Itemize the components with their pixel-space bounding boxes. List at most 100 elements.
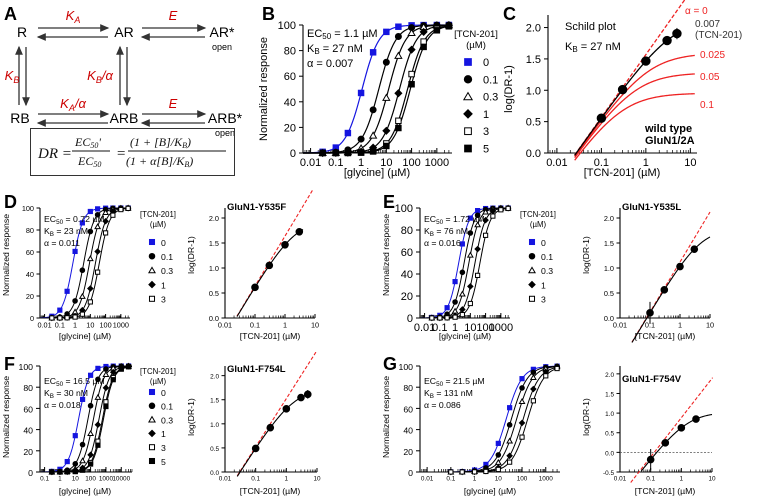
svg-text:100: 100 bbox=[22, 204, 34, 213]
svg-text:log(DR-1): log(DR-1) bbox=[581, 236, 591, 274]
svg-text:E: E bbox=[169, 96, 178, 111]
svg-text:0: 0 bbox=[483, 57, 489, 69]
svg-text:0.1: 0.1 bbox=[700, 100, 714, 111]
svg-text:5: 5 bbox=[483, 144, 489, 156]
svg-text:R: R bbox=[17, 24, 27, 40]
svg-text:0.3: 0.3 bbox=[161, 415, 173, 425]
svg-text:0.01: 0.01 bbox=[37, 320, 51, 329]
svg-text:3: 3 bbox=[541, 295, 546, 305]
svg-text:5: 5 bbox=[161, 457, 166, 467]
svg-text:EC50 = 1.1 µM: EC50 = 1.1 µM bbox=[307, 28, 378, 41]
svg-text:60: 60 bbox=[284, 71, 296, 83]
svg-text:0.5: 0.5 bbox=[605, 431, 614, 438]
svg-text:0.5: 0.5 bbox=[526, 117, 541, 129]
svg-text:EC50: EC50 bbox=[77, 154, 101, 169]
svg-text:0.1: 0.1 bbox=[446, 475, 455, 482]
svg-text:0.01: 0.01 bbox=[218, 320, 232, 329]
svg-text:3: 3 bbox=[483, 126, 489, 138]
svg-text:1: 1 bbox=[473, 475, 477, 482]
svg-text:100: 100 bbox=[85, 475, 96, 482]
svg-text:GluN1-Y535L: GluN1-Y535L bbox=[622, 202, 681, 213]
svg-text:1: 1 bbox=[541, 280, 546, 290]
svg-text:60: 60 bbox=[23, 404, 33, 414]
svg-text:80: 80 bbox=[26, 226, 34, 235]
svg-text:20: 20 bbox=[403, 447, 413, 457]
svg-text:40: 40 bbox=[401, 269, 413, 281]
svg-text:[glycine] (µM): [glycine] (µM) bbox=[344, 167, 410, 179]
svg-text:0.1: 0.1 bbox=[161, 402, 173, 412]
svg-text:0.3: 0.3 bbox=[541, 266, 553, 276]
svg-text:(µM): (µM) bbox=[150, 377, 167, 386]
svg-text:ARB*: ARB* bbox=[208, 110, 243, 126]
svg-text:2.0: 2.0 bbox=[526, 23, 541, 35]
svg-text:1.5: 1.5 bbox=[526, 54, 541, 66]
svg-text:AR*: AR* bbox=[210, 24, 235, 40]
svg-text:100: 100 bbox=[402, 157, 420, 169]
svg-text:KB: KB bbox=[5, 68, 20, 85]
svg-text:E: E bbox=[169, 8, 178, 23]
svg-text:0.5: 0.5 bbox=[210, 446, 219, 453]
svg-text:0.01: 0.01 bbox=[300, 157, 321, 169]
svg-text:ARB: ARB bbox=[110, 110, 139, 126]
svg-text:20: 20 bbox=[26, 292, 34, 301]
svg-text:log(DR-1): log(DR-1) bbox=[186, 398, 196, 436]
svg-text:0.01: 0.01 bbox=[613, 320, 627, 329]
svg-text:0.5: 0.5 bbox=[209, 289, 219, 298]
svg-text:(1 + α[B]/KB): (1 + α[B]/KB) bbox=[126, 154, 193, 169]
svg-text:GluN1-F754V: GluN1-F754V bbox=[622, 374, 682, 385]
svg-text:0.1: 0.1 bbox=[40, 475, 49, 482]
svg-text:0: 0 bbox=[30, 314, 34, 323]
svg-text:[glycine] (µM): [glycine] (µM) bbox=[59, 331, 111, 341]
svg-text:log(DR-1): log(DR-1) bbox=[186, 236, 196, 274]
svg-text:Normalized response: Normalized response bbox=[381, 214, 391, 296]
svg-text:1000: 1000 bbox=[113, 320, 129, 329]
svg-text:0.0: 0.0 bbox=[605, 450, 614, 457]
svg-text:0.1: 0.1 bbox=[328, 157, 343, 169]
svg-text:0.1: 0.1 bbox=[483, 74, 498, 86]
svg-text:KB = 23 nM: KB = 23 nM bbox=[44, 226, 88, 238]
svg-text:0.025: 0.025 bbox=[700, 50, 725, 61]
svg-text:40: 40 bbox=[403, 426, 413, 436]
svg-text:[TCN-201] (µM): [TCN-201] (µM) bbox=[584, 167, 661, 179]
svg-text:20: 20 bbox=[284, 122, 296, 134]
svg-text:log(DR-1): log(DR-1) bbox=[581, 398, 591, 436]
svg-text:0.1: 0.1 bbox=[161, 252, 173, 262]
svg-text:0: 0 bbox=[290, 148, 296, 160]
svg-text:Normalized response: Normalized response bbox=[258, 37, 270, 141]
svg-text:10: 10 bbox=[86, 320, 94, 329]
svg-text:10: 10 bbox=[708, 475, 716, 482]
svg-text:α = 0.011: α = 0.011 bbox=[44, 238, 80, 248]
svg-text:Normalized response: Normalized response bbox=[381, 376, 391, 458]
svg-text:[glycine] (µM): [glycine] (µM) bbox=[59, 486, 111, 496]
svg-text:GluN1-Y535F: GluN1-Y535F bbox=[227, 202, 286, 213]
svg-text:100: 100 bbox=[395, 203, 413, 215]
svg-text:40: 40 bbox=[23, 426, 33, 436]
svg-text:10000: 10000 bbox=[112, 475, 130, 482]
svg-text:0.01: 0.01 bbox=[614, 475, 627, 482]
svg-text:[TCN-201]: [TCN-201] bbox=[454, 29, 498, 40]
svg-text:KB = 27 nM: KB = 27 nM bbox=[565, 41, 621, 54]
svg-text:Normalized response: Normalized response bbox=[1, 214, 11, 296]
svg-text:3: 3 bbox=[161, 443, 166, 453]
svg-text:80: 80 bbox=[403, 383, 413, 393]
svg-text:10: 10 bbox=[380, 157, 392, 169]
svg-text:3: 3 bbox=[161, 295, 166, 305]
svg-text:1: 1 bbox=[283, 320, 287, 329]
svg-text:1: 1 bbox=[678, 320, 682, 329]
svg-text:0.3: 0.3 bbox=[483, 92, 498, 104]
svg-text:80: 80 bbox=[401, 225, 413, 237]
svg-text:0.01: 0.01 bbox=[546, 157, 567, 169]
svg-text:10: 10 bbox=[706, 320, 714, 329]
svg-text:1: 1 bbox=[58, 475, 62, 482]
svg-text:80: 80 bbox=[23, 383, 33, 393]
svg-text:log(DR-1): log(DR-1) bbox=[503, 65, 515, 113]
svg-text:100: 100 bbox=[99, 320, 111, 329]
svg-text:(µM): (µM) bbox=[466, 40, 486, 51]
svg-text:0.05: 0.05 bbox=[700, 72, 720, 83]
svg-text:KA: KA bbox=[66, 8, 81, 25]
svg-text:0.1: 0.1 bbox=[541, 252, 553, 262]
svg-text:1.0: 1.0 bbox=[526, 85, 541, 97]
svg-text:0.1: 0.1 bbox=[55, 320, 65, 329]
svg-text:2.0: 2.0 bbox=[210, 374, 219, 381]
svg-text:1.0: 1.0 bbox=[209, 264, 219, 273]
